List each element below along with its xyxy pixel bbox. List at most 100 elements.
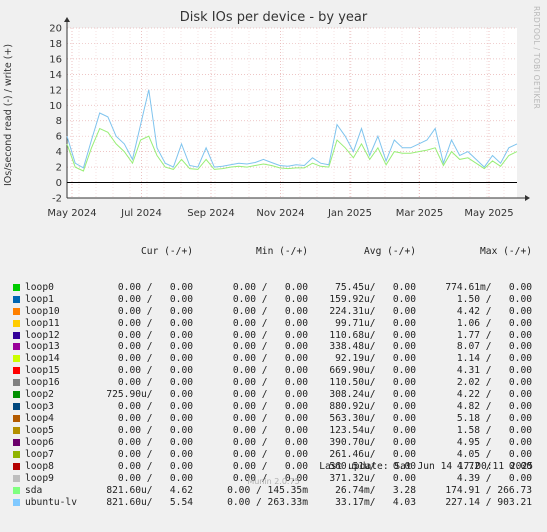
legend-swatch (13, 403, 20, 411)
legend-cur: 0.00 / 0.00 (117, 281, 193, 293)
legend-swatch (13, 438, 20, 446)
legend-avg: 33.17m/ 4.03 (335, 496, 416, 508)
x-axis-arrow (525, 195, 530, 201)
legend-swatch (13, 427, 20, 434)
legend-name: loop12 (25, 329, 60, 341)
legend-avg: 560.51u/ 0.00 (329, 460, 416, 472)
legend-row: loop9 0.00 / 0.00 0.00 / 0.00 371.32u/ 0.00… (10, 473, 540, 485)
chart-plot: -2 0 2 4 6 8 10 12 14 16 18 20 May 2024 Jul 2024 Sep 2… (47, 17, 530, 219)
legend-avg: 110.68u/ 0.00 (329, 329, 416, 341)
legend-row: loop5 0.00 / 0.00 0.00 / 0.00 123.54u/ 0.00… (10, 425, 540, 437)
legend-min: 0.00 / 0.00 (232, 377, 308, 389)
legend-max: 1.58 / 0.00 (456, 425, 532, 436)
legend-row: loop1 0.00 / 0.00 0.00 / 0.00 159.92u/ 0.00… (10, 294, 540, 306)
legend-cur: 0.00 / 0.00 (117, 436, 193, 448)
legend-cur: 0.00 / 0.00 (117, 317, 193, 329)
legend-avg: 669.90u/ 0.00 (329, 365, 416, 377)
legend-row: loop12 0.00 / 0.00 0.00 / 0.00 110.68u/ 0.0… (10, 330, 540, 342)
legend-avg: 880.92u/ 0.00 (329, 401, 416, 413)
legend-max: 5.18 / 0.00 (456, 413, 532, 425)
legend-min: 0.00 / 0.00 (232, 281, 308, 293)
legend-row: loop2 725.90u/ 0.00 0.00 / 0.00 308.24u/ 0.… (10, 389, 540, 401)
legend-max: 4.95 / 0.00 (456, 436, 532, 448)
legend-max: 1.77 / 0.00 (456, 329, 532, 341)
legend-row: loop7 0.00 / 0.00 0.00 / 0.00 261.46u/ 0.00… (10, 449, 540, 461)
legend-cur: 0.00 / 0.00 (117, 472, 193, 484)
legend-row: loop15 0.00 / 0.00 0.00 / 0.00 669.90u/ 0.0… (10, 365, 540, 377)
legend-name: loop2 (25, 389, 54, 401)
legend-swatch (13, 295, 20, 303)
x-tick-label: Nov 2024 (256, 208, 304, 219)
legend-swatch (13, 307, 20, 315)
legend-avg: 308.24u/ 0.00 (329, 389, 416, 401)
legend-name: loop10 (25, 305, 60, 317)
legend-row: ubuntu-lv 821.60u/ 5.54 0.00 / 263.33m 33.1… (10, 497, 540, 509)
legend-name: loop14 (25, 353, 60, 365)
legend-name: loop8 (25, 460, 54, 472)
legend-cur: 0.00 / 0.00 (117, 353, 193, 365)
legend-cur: 0.00 / 0.00 (117, 365, 193, 377)
legend-avg: 159.92u/ 0.00 (329, 293, 416, 305)
legend-avg: 338.48u/ 0.00 (329, 341, 416, 353)
legend-min: 0.00 / 0.00 (232, 329, 308, 341)
legend-name: loop9 (25, 472, 54, 484)
y-tick-label: 0 (56, 178, 62, 189)
x-tick-label: Sep 2024 (187, 208, 234, 219)
legend-max: 1.50 / 0.00 (456, 293, 532, 305)
legend-name: loop3 (25, 401, 54, 413)
legend-swatch (13, 450, 20, 458)
legend-min: 0.00 / 145.35m (227, 484, 308, 496)
legend-swatch (13, 462, 20, 470)
y-axis-arrow (64, 17, 70, 22)
legend-max: 4.22 / 0.00 (456, 389, 532, 401)
legend-min: 0.00 / 0.00 (232, 448, 308, 460)
graph-frame: Disk IOs per device - by year RRDTOOL / … (3, 6, 541, 508)
series-line-ubuntu-lv (66, 89, 518, 169)
legend-row: loop4 0.00 / 0.00 0.00 / 0.00 563.30u/ 0.00… (10, 413, 540, 425)
legend-min: 0.00 / 0.00 (232, 389, 308, 401)
legend-avg: 390.70u/ 0.00 (329, 436, 416, 448)
legend-row: loop10 0.00 / 0.00 0.00 / 0.00 224.31u/ 0.0… (10, 306, 540, 318)
legend-max: 8.07 / 0.00 (456, 341, 532, 353)
legend-max: 174.91 / 266.73 (445, 484, 532, 496)
legend-min: 0.00 / 0.00 (232, 436, 308, 448)
legend-cur: 821.60u/ 5.54 (106, 496, 193, 508)
legend-row: loop13 0.00 / 0.00 0.00 / 0.00 338.48u/ 0.0… (10, 341, 540, 353)
legend-name: sda (25, 484, 43, 496)
legend-min: 0.00 / 0.00 (232, 401, 308, 413)
legend-name: loop7 (25, 448, 54, 460)
legend-min: 0.00 / 263.33m (227, 496, 308, 508)
legend-name: loop11 (25, 317, 60, 329)
legend-cur: 0.00 / 0.00 (117, 329, 193, 341)
x-tick-label: May 2025 (464, 208, 513, 219)
legend-avg: 371.32u/ 0.00 (329, 472, 416, 484)
legend-min: 0.00 / 0.00 (232, 293, 308, 305)
legend-min: 0.00 / 0.00 (232, 460, 308, 472)
last-update: Last update: Sat Jun 14 17:00:11 2025 (319, 461, 533, 472)
legend-cur: 725.90u/ 0.00 (106, 389, 193, 401)
legend-avg: 224.31u/ 0.00 (329, 305, 416, 317)
legend-cur: 821.60u/ 4.62 (106, 484, 193, 496)
legend-cur: 0.00 / 0.00 (117, 425, 193, 436)
legend-max: 4.31 / 0.00 (456, 365, 532, 377)
legend-name: loop15 (25, 365, 60, 377)
legend-swatch (13, 343, 20, 351)
legend-cur: 0.00 / 0.00 (117, 401, 193, 413)
legend-name: loop4 (25, 413, 54, 425)
legend-cur: 0.00 / 0.00 (117, 448, 193, 460)
legend-swatch (13, 367, 20, 375)
legend-cur: 0.00 / 0.00 (117, 377, 193, 389)
y-tick-label: 20 (49, 24, 62, 35)
legend-swatch (13, 319, 20, 327)
munin-version: Munin 2.0.75 (247, 477, 300, 486)
legend-name: loop0 (25, 281, 54, 293)
legend-max: 4.05 / 0.00 (456, 448, 532, 460)
legend-min: 0.00 / 0.00 (232, 365, 308, 377)
y-tick-label: 14 (49, 70, 62, 81)
legend-min: 0.00 / 0.00 (232, 317, 308, 329)
legend-row: loop3 0.00 / 0.00 0.00 / 0.00 880.92u/ 0.00… (10, 401, 540, 413)
legend-name: loop16 (25, 377, 60, 389)
legend-row: loop8 0.00 / 0.00 0.00 / 0.00 560.51u/ 0.00… (10, 461, 540, 473)
legend-cur: 0.00 / 0.00 (117, 341, 193, 353)
x-tick-label: Jul 2024 (120, 208, 162, 219)
